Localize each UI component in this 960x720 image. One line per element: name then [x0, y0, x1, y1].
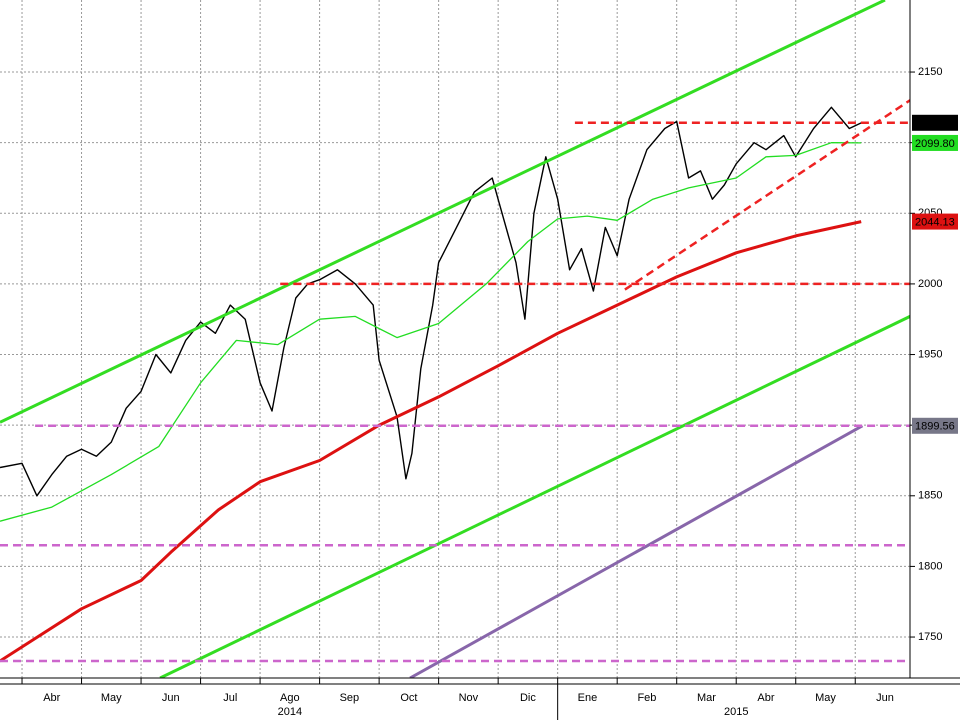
- y-tick-label: 1950: [918, 348, 942, 360]
- y-tick-label: 1750: [918, 631, 942, 643]
- price-tag: [912, 114, 958, 131]
- grid: [0, 0, 910, 678]
- x-tick-label: Feb: [637, 692, 656, 704]
- x-tick-label: May: [101, 692, 122, 704]
- y-tick-label: 1800: [918, 560, 942, 572]
- price-tag: [912, 134, 958, 151]
- y-tick-label: 2150: [918, 66, 942, 78]
- x-tick-label: May: [815, 692, 836, 704]
- x-tick-label: Nov: [459, 692, 479, 704]
- x-tick-label: Ago: [280, 692, 300, 704]
- series-line: [409, 424, 864, 678]
- y-tick-label: 2000: [918, 278, 942, 290]
- x-tick-label: Jul: [223, 692, 237, 704]
- x-tick-label: Oct: [400, 692, 417, 704]
- y-tick-label: 1850: [918, 490, 942, 502]
- series-line: [0, 220, 862, 663]
- price-tag-label: 2044.13: [915, 216, 955, 228]
- axes: 175018001850190019502000205021002150AbrM…: [21, 66, 958, 720]
- price-tag: [912, 213, 958, 230]
- series-line: [159, 315, 910, 678]
- series-line: [0, 142, 862, 522]
- series-line: [0, 106, 862, 497]
- x-tick-label: Ene: [578, 692, 598, 704]
- price-tag-label: 1899.56: [915, 421, 955, 433]
- plot-area: [0, 0, 910, 678]
- x-tick-label: Jun: [876, 692, 894, 704]
- series-line: [0, 0, 886, 424]
- x-tick-label: Mar: [697, 692, 716, 704]
- year-label: 2014: [278, 706, 302, 718]
- price-tag: [912, 417, 958, 434]
- x-tick-label: Dic: [520, 692, 536, 704]
- year-label: 2015: [724, 706, 748, 718]
- price-tag-label: 2099.80: [915, 138, 955, 150]
- x-tick-label: Jun: [162, 692, 180, 704]
- level-line: [624, 99, 910, 291]
- x-tick-label: Abr: [757, 692, 774, 704]
- x-tick-label: Sep: [340, 692, 360, 704]
- x-tick-label: Abr: [43, 692, 60, 704]
- price-tag-label: 2114.07: [915, 118, 954, 130]
